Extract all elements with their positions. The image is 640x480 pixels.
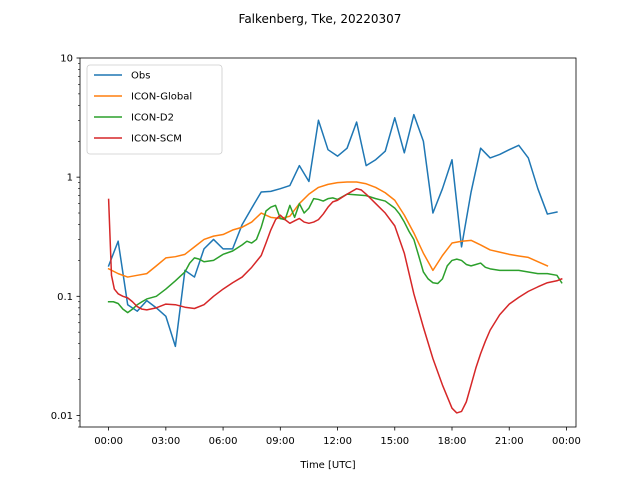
x-tick-label: 06:00	[209, 436, 238, 447]
y-tick-label: 0.1	[57, 292, 73, 303]
legend-label: ICON-Global	[131, 92, 192, 103]
y-tick-label: 0.01	[51, 411, 73, 422]
y-tick-label: 1	[67, 173, 73, 184]
axes-frame	[79, 57, 577, 428]
x-tick-label: 15:00	[380, 436, 409, 447]
x-tick-label: 18:00	[438, 436, 467, 447]
legend-label: ICON-D2	[131, 113, 174, 124]
x-tick-label: 00:00	[552, 436, 581, 447]
x-tick-label: 03:00	[151, 436, 180, 447]
x-tick-label: 09:00	[266, 436, 295, 447]
series-layer	[107, 113, 563, 414]
series-line-obs	[107, 113, 558, 348]
y-tick-label: 10	[60, 54, 73, 65]
x-axis-title: Time [UTC]	[299, 460, 355, 471]
x-tick-label: 00:00	[94, 436, 123, 447]
series-line-icon-d2	[107, 193, 563, 314]
legend-label: Obs	[131, 71, 150, 82]
x-tick-label: 12:00	[323, 436, 352, 447]
chart-title: Falkenberg, Tke, 20220307	[239, 12, 402, 26]
ticks-layer: 00:00 03:00 06:00 09:00 12:00 15:00 18:00 21:00…	[51, 54, 581, 448]
legend-label: ICON-SCM	[131, 134, 182, 145]
legend: Obs ICON-Global ICON-D2 ICON-SCM	[86, 64, 223, 155]
series-line-icon-global	[107, 181, 549, 278]
legend-box	[86, 64, 223, 155]
x-tick-label: 21:00	[495, 436, 524, 447]
series-line-icon-scm	[107, 187, 563, 414]
